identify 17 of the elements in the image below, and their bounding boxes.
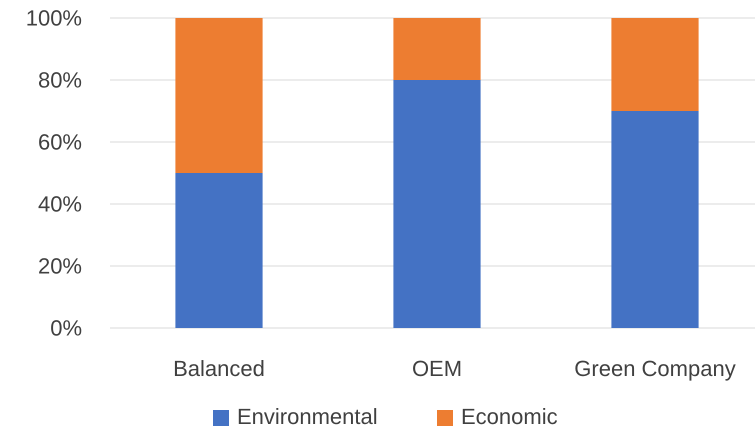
legend-label: Economic — [461, 404, 558, 429]
bar — [175, 18, 263, 173]
bar — [393, 80, 481, 328]
y-tick-label: 20% — [38, 254, 82, 279]
bar — [611, 18, 699, 111]
y-tick-label: 80% — [38, 68, 82, 93]
y-tick-label: 100% — [26, 6, 82, 31]
bar — [611, 111, 699, 328]
bar — [393, 18, 481, 80]
bar — [175, 173, 263, 328]
x-tick-label: Balanced — [173, 356, 265, 381]
x-tick-label: Green Company — [574, 356, 736, 381]
legend-label: Environmental — [237, 404, 378, 429]
x-tick-label: OEM — [412, 356, 462, 381]
y-tick-label: 40% — [38, 192, 82, 217]
y-tick-label: 60% — [38, 130, 82, 155]
y-tick-label: 0% — [50, 316, 82, 341]
